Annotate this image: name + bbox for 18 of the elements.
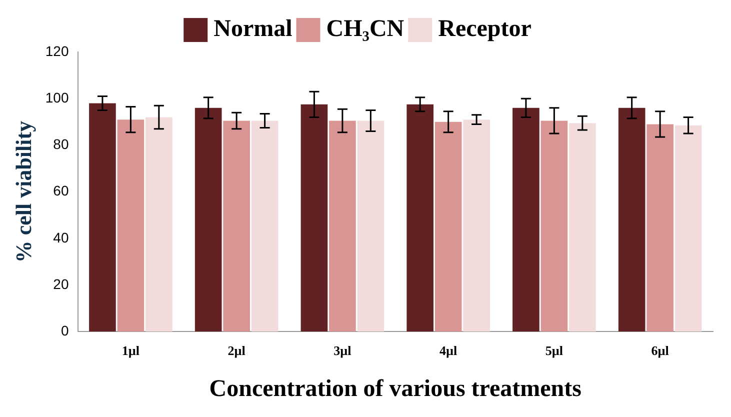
y-axis-title: % cell viability [10,120,36,263]
x-axis-title: Concentration of various treatments [209,376,582,402]
y-tick-label: 80 [53,136,69,152]
x-tick-label: 2µl [228,342,246,358]
x-tick-label: 5µl [545,342,564,358]
y-tick-label: 40 [53,229,69,246]
x-tick-label: 3µl [334,342,352,358]
y-tick-label: 60 [53,182,69,199]
x-tick-label: 6µl [651,342,670,358]
legend-label: Normal [214,16,293,42]
legend-label: CH₃CN [326,16,405,42]
x-tick-label: 1µl [122,342,140,358]
y-tick-label: 100 [45,89,69,106]
x-tick-label: 4µl [440,342,458,358]
y-tick-label: 0 [60,322,69,338]
legend-label: Receptor [438,16,532,42]
y-tick-label: 20 [53,276,69,292]
y-tick-label: 120 [45,42,69,59]
